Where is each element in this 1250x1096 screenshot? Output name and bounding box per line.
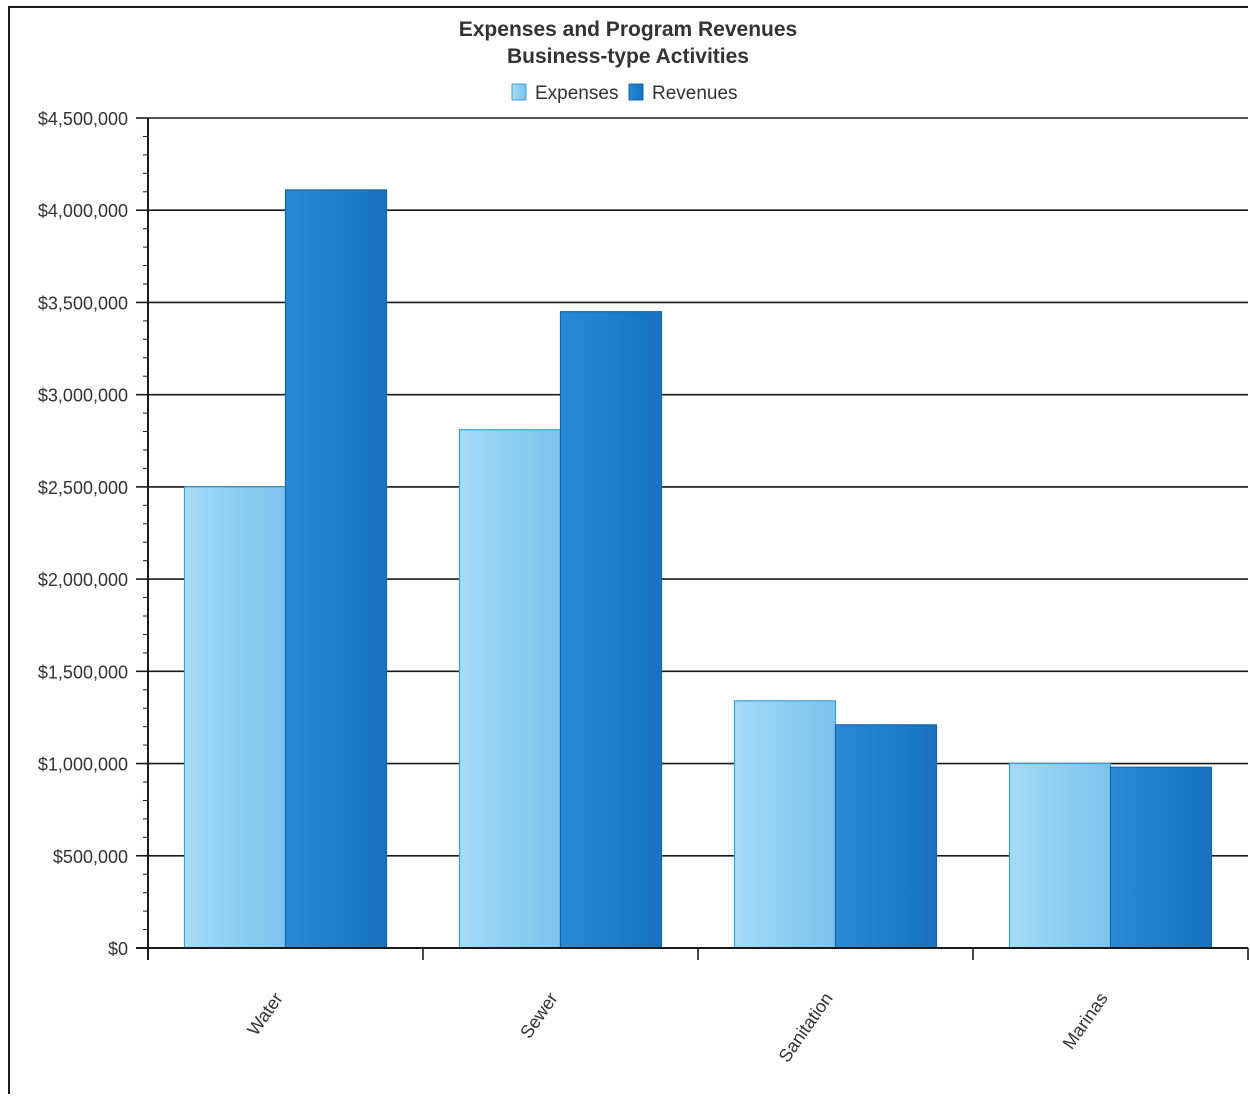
legend-swatch-expenses (511, 83, 527, 101)
y-tick-label: $4,000,000 (38, 201, 128, 221)
bar-expenses-sewer (458, 429, 562, 949)
chart-subtitle: Business-type Activities (507, 45, 749, 68)
y-tick-label: $1,000,000 (38, 755, 128, 775)
y-tick-label: $500,000 (53, 847, 128, 867)
bar-expenses-sanitation (733, 700, 837, 949)
x-tick-label: Sanitation (774, 989, 836, 1066)
chart-title: Expenses and Program Revenues (459, 18, 797, 41)
x-tick-label: Marinas (1059, 989, 1112, 1053)
y-tick-label: $3,500,000 (38, 293, 128, 313)
bar-revenues-water (284, 189, 388, 949)
bar-revenues-marinas (1109, 766, 1213, 949)
y-tick-label: $4,500,000 (38, 109, 128, 129)
bar-expenses-water (183, 486, 287, 949)
y-tick-label: $3,000,000 (38, 386, 128, 406)
y-tick-label: $2,000,000 (38, 570, 128, 590)
bar-revenues-sewer (559, 311, 663, 949)
legend-swatch-revenues (628, 83, 644, 101)
chart-frame (8, 6, 1248, 1094)
y-tick-label: $1,500,000 (38, 662, 128, 682)
bar-expenses-marinas (1008, 762, 1112, 949)
y-tick-label: $2,500,000 (38, 478, 128, 498)
legend-label-expenses: Expenses (535, 83, 618, 104)
x-tick-label: Water (243, 989, 287, 1039)
x-tick-label: Sewer (516, 989, 562, 1042)
y-tick-label: $0 (108, 939, 128, 959)
bar-revenues-sanitation (834, 724, 938, 949)
legend: Expenses Revenues (511, 83, 738, 104)
legend-label-revenues: Revenues (652, 83, 738, 104)
